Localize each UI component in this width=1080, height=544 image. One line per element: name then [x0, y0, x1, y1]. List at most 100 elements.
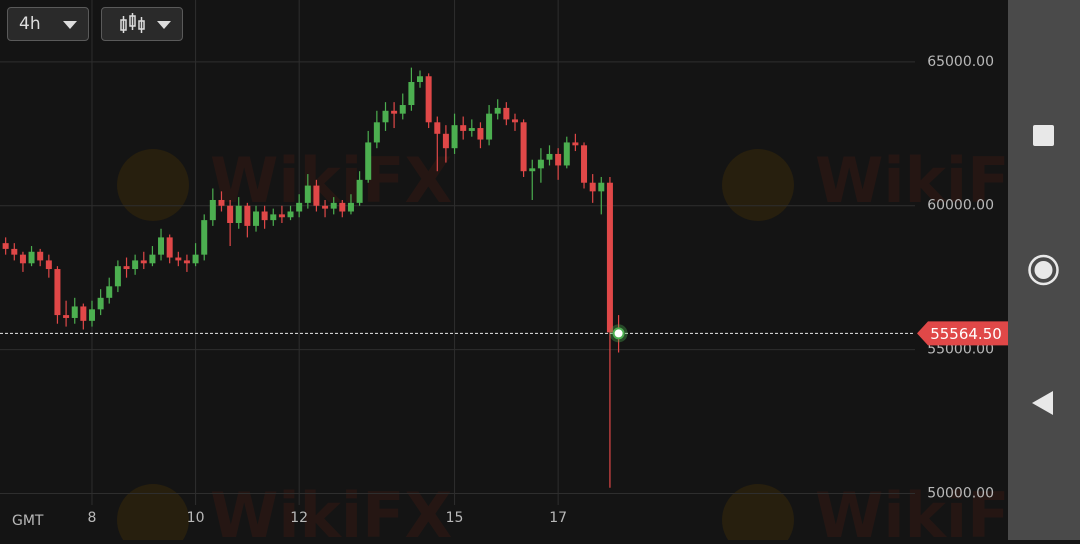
candle-body	[201, 220, 208, 255]
candle-body	[114, 266, 121, 287]
candle-body	[227, 205, 234, 224]
candle-body	[97, 297, 104, 310]
candle-body	[451, 125, 458, 149]
candle-body	[28, 251, 35, 264]
candle-body	[503, 107, 510, 120]
candle-body	[54, 269, 61, 316]
candle-body	[460, 125, 467, 131]
watermark-logo	[722, 149, 794, 221]
candle-body	[296, 202, 303, 212]
candle-body	[192, 254, 199, 264]
x-tick-label: 10	[187, 510, 205, 526]
nav-icons	[1028, 125, 1059, 415]
candle-body	[581, 145, 588, 183]
chart: GMT WikiFXWikiFXWikiFXWikiFX50000.005500…	[0, 0, 1008, 540]
candle-body	[88, 309, 95, 321]
candle-body	[511, 119, 518, 123]
candle-body	[391, 110, 398, 114]
watermark-logo	[117, 484, 189, 540]
candle-body	[287, 211, 294, 218]
candle-body	[63, 315, 70, 318]
candle-body	[175, 257, 182, 261]
nav-bar	[1008, 0, 1080, 540]
candle-body	[606, 182, 613, 333]
candle-body	[244, 205, 251, 226]
candle-body	[123, 266, 130, 270]
watermark: WikiFX	[815, 479, 1008, 540]
dropdown-arrow	[157, 21, 171, 29]
candle-body	[71, 306, 78, 318]
candle-body	[19, 254, 26, 264]
dropdown-arrow	[63, 21, 77, 29]
candle-body	[183, 260, 190, 264]
y-tick-label: 50000.00	[927, 485, 994, 501]
candle-body	[442, 133, 449, 149]
candle-body	[365, 142, 372, 180]
candle-body	[382, 110, 389, 123]
candle-body	[494, 107, 501, 114]
candle-body	[373, 122, 380, 143]
candle-body	[339, 202, 346, 212]
candle-body	[572, 142, 579, 146]
candle-body	[140, 260, 147, 264]
candle-body	[158, 237, 165, 255]
watermark: WikiFX	[210, 479, 452, 540]
candle-body	[468, 128, 475, 131]
candle-body	[11, 248, 18, 255]
candle-body	[209, 199, 216, 221]
candle-body	[399, 105, 406, 114]
watermark-logo	[722, 484, 794, 540]
candle-body	[563, 142, 570, 166]
candle-body	[2, 243, 9, 249]
candle-body	[529, 168, 536, 172]
candle-body	[408, 82, 415, 106]
candle-body	[149, 254, 156, 264]
candle-body	[477, 128, 484, 140]
timezone-label: GMT	[12, 513, 44, 529]
last-price-dot	[612, 327, 625, 340]
candle-body	[313, 185, 320, 206]
candle-body	[270, 214, 277, 221]
candle-body	[356, 179, 363, 203]
y-tick-label: 55000.00	[927, 342, 994, 358]
interval-dropdown[interactable]: 4h	[7, 7, 89, 41]
candle-body	[37, 251, 44, 261]
candle-body	[537, 159, 544, 169]
chart-type-dropdown[interactable]	[101, 7, 183, 41]
watermark-logo	[117, 149, 189, 221]
candle-body	[486, 113, 493, 140]
candle-body	[261, 211, 268, 221]
candle-body	[132, 260, 139, 270]
candle-body	[555, 153, 562, 166]
candle-body	[330, 202, 337, 209]
back-button[interactable]	[1032, 391, 1053, 415]
candle-body	[417, 76, 424, 83]
y-tick-label: 60000.00	[927, 198, 994, 214]
candle-body	[425, 76, 432, 123]
candle-body	[304, 185, 311, 203]
x-tick-label: 12	[290, 510, 308, 526]
candle-body	[235, 205, 242, 224]
candle-body	[520, 122, 527, 172]
home-button[interactable]	[1028, 254, 1059, 286]
candle-body	[218, 199, 225, 206]
candle-body	[45, 260, 52, 270]
x-tick-label: 8	[88, 510, 97, 526]
candle-icon	[120, 13, 145, 33]
y-tick-label: 65000.00	[927, 54, 994, 70]
home-button-dot	[1034, 261, 1053, 279]
candle-body	[347, 202, 354, 212]
candle-body	[546, 153, 553, 160]
recents-button[interactable]	[1033, 125, 1054, 146]
candle-body	[106, 286, 113, 298]
candle-body	[166, 237, 173, 258]
last-price-tag	[917, 321, 1008, 346]
x-tick-label: 15	[446, 510, 464, 526]
watermark: WikiFX	[815, 144, 1008, 217]
candle-body	[322, 205, 329, 209]
x-tick-label: 17	[549, 510, 567, 526]
candle-body	[253, 211, 260, 226]
candle-body	[598, 182, 605, 192]
interval-label: 4h	[19, 14, 41, 34]
